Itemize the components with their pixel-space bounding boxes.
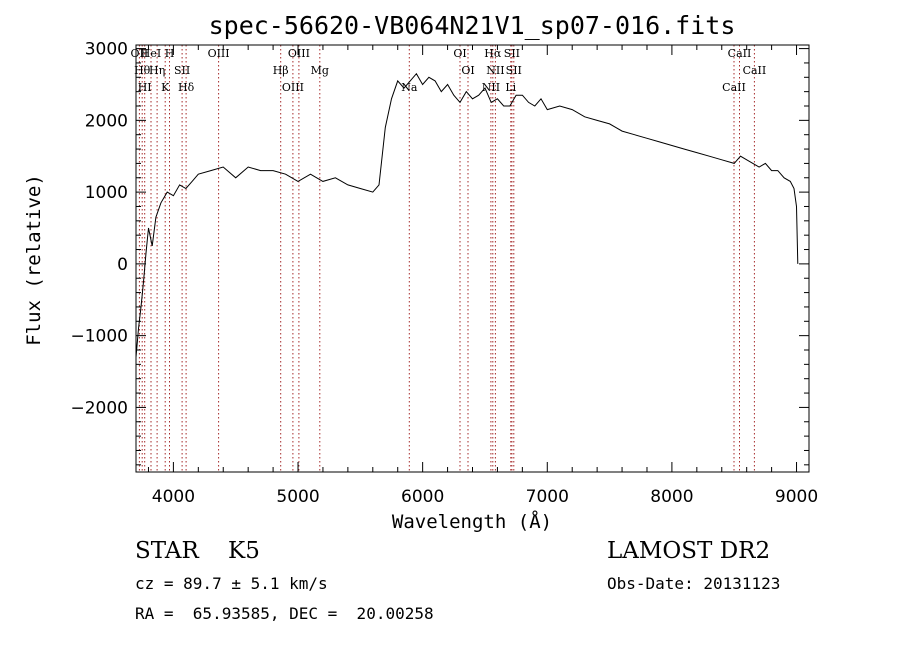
x-tick-label: 4000 (152, 487, 195, 507)
y-tick-label: −2000 (70, 398, 128, 418)
chart-title: spec-56620-VB064N21V1_sp07-016.fits (209, 11, 736, 40)
line-label: OII (131, 47, 149, 60)
spectral-classification: STAR K5 (135, 538, 260, 564)
redshift-velocity: cz = 89.7 ± 5.1 km/s (135, 574, 328, 593)
line-label: SII (504, 47, 520, 60)
plot-frame (135, 44, 810, 473)
line-label: HI (138, 81, 152, 94)
spectral-line-markers (138, 45, 755, 472)
sky-coordinates: RA = 65.93585, DEC = 20.00258 (135, 604, 434, 623)
line-label: NII (482, 81, 500, 94)
line-label: Hα (484, 47, 502, 60)
spectral-line-labels: OIIHθHIHeIHηKHSIIHδOIIIHβOIIIOIIIMgNaOIO… (131, 47, 767, 94)
spectrum-line (135, 72, 799, 358)
y-axis-label: Flux (relative) (23, 174, 45, 346)
x-tick-labels: 4000 5000 6000 7000 8000 9000 (152, 487, 818, 507)
y-tick-label: −1000 (70, 327, 128, 347)
line-label: HeI (141, 47, 161, 60)
line-label: OIII (208, 47, 230, 60)
observation-date: Obs-Date: 20131123 (607, 574, 781, 593)
line-label: H (165, 47, 175, 60)
line-label: NII (486, 64, 504, 77)
x-tick-label: 7000 (526, 487, 569, 507)
line-label: Li (505, 81, 516, 94)
y-tick-label: 0 (117, 255, 128, 275)
y-tick-label: 2000 (85, 111, 128, 131)
x-tick-label: 9000 (775, 487, 818, 507)
line-label: SII (174, 64, 190, 77)
line-label: OI (461, 64, 474, 77)
y-tick-label: 3000 (85, 40, 128, 60)
x-axis-label: Wavelength (Å) (392, 510, 552, 533)
line-label: CaII (743, 64, 767, 77)
y-tick-labels: −2000 −1000 0 1000 2000 3000 (70, 40, 128, 419)
survey-name: LAMOST DR2 (607, 538, 771, 564)
x-tick-label: 5000 (276, 487, 319, 507)
line-label: OIII (288, 47, 310, 60)
line-label: CaII (728, 47, 752, 60)
line-label: K (161, 81, 170, 94)
line-label: Hβ (273, 64, 289, 77)
axis-ticks (136, 45, 809, 472)
x-tick-label: 8000 (650, 487, 693, 507)
y-tick-label: 1000 (85, 183, 128, 203)
line-label: CaII (722, 81, 746, 94)
line-label: Na (401, 81, 418, 94)
line-label: OI (453, 47, 466, 60)
x-tick-label: 6000 (401, 487, 444, 507)
line-label: Mg (311, 64, 329, 77)
line-label: SII (506, 64, 522, 77)
line-label: Hη (149, 64, 165, 77)
line-label: Hδ (178, 81, 195, 94)
line-label: OIII (282, 81, 304, 94)
line-label: Hθ (134, 64, 151, 77)
